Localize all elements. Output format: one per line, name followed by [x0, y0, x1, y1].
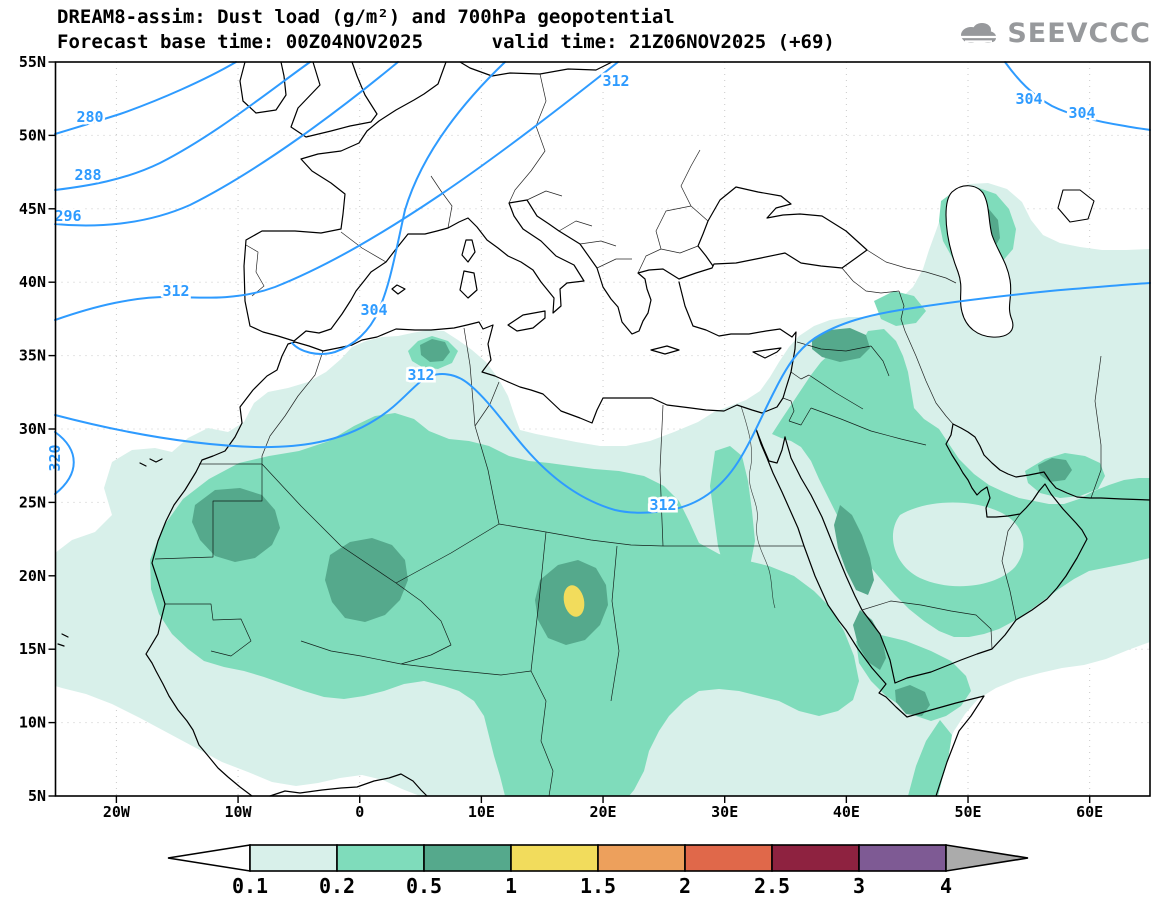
colorbar-label: 2	[679, 874, 691, 898]
colorbar-legend: 0.1 0.2 0.5 1 1.5 2 2.5 3 4	[167, 844, 1029, 898]
contour-312-europe	[54, 61, 619, 321]
contour-label: 312	[162, 282, 189, 300]
colorbar-segment	[858, 844, 947, 872]
dust-area-0.5-north-algeria	[420, 339, 450, 362]
contour-label: 304	[360, 301, 387, 319]
contour-label: 304	[1068, 104, 1095, 122]
colorbar-segment	[510, 844, 599, 872]
colorbar-label: 0.1	[232, 874, 268, 898]
borders-europe	[245, 73, 709, 297]
colorbar-label: 1	[505, 874, 517, 898]
lat-label: 35N	[19, 347, 46, 365]
coastline-red-sea-africa	[755, 428, 985, 797]
contour-312-africa	[54, 282, 1151, 514]
contour-320	[54, 431, 75, 495]
contour-label: 280	[76, 108, 103, 126]
lat-label: 40N	[19, 273, 46, 291]
colorbar-segment	[684, 844, 773, 872]
lat-label: 25N	[19, 493, 46, 511]
axis-ticks	[48, 61, 1091, 803]
contour-label: 312	[649, 496, 676, 514]
contour-label: 312	[602, 72, 629, 90]
colorbar-arrow-left	[167, 844, 251, 872]
coastline-sinai	[755, 428, 786, 464]
colorbar-label: 4	[940, 874, 952, 898]
contour-label: 312	[407, 366, 434, 384]
colorbar-label: 0.5	[406, 874, 442, 898]
lon-label: 10E	[468, 803, 495, 821]
dust-area-0.5-somalia	[895, 685, 930, 716]
aral-sea	[1057, 189, 1095, 223]
contour-304-east	[1004, 61, 1151, 131]
lon-label: 60E	[1076, 803, 1103, 821]
colorbar-label: 3	[853, 874, 865, 898]
contour-label: 304	[1015, 90, 1042, 108]
logo-text: SEEVCCC	[1007, 17, 1151, 49]
contour-label: 296	[54, 207, 81, 225]
dust-area-0.5-mali	[325, 538, 408, 622]
colorbar-segment	[597, 844, 686, 872]
lat-label: 55N	[19, 53, 46, 71]
lon-axis-labels: 20W 10W 0 10E 20E 30E 40E 50E 60E	[103, 803, 1103, 821]
seevccc-logo: SEEVCCC	[954, 16, 1151, 50]
coastline-gulf-of-guinea	[269, 773, 428, 797]
dust-area-0.5-saudi-coast	[834, 505, 874, 595]
caspian-sea	[945, 185, 1014, 338]
dust-fill-level-1	[563, 585, 585, 617]
lat-label: 10N	[19, 714, 46, 732]
coastline-baltic	[459, 61, 613, 77]
coastlines	[57, 61, 1151, 797]
page-title: DREAM8-assim: Dust load (g/m²) and 700hP…	[57, 6, 675, 28]
contour-288	[54, 61, 311, 191]
lon-label: 30E	[711, 803, 738, 821]
dust-area-1-bodele	[563, 585, 585, 617]
dust-area-0.2-sahara	[150, 413, 859, 796]
lat-label: 5N	[28, 787, 46, 805]
cloud-icon	[960, 23, 997, 43]
contour-296	[54, 61, 399, 227]
colorbar-segment	[771, 844, 860, 872]
colorbar-segment	[423, 844, 512, 872]
contour-label: 288	[74, 166, 101, 184]
contour-280	[54, 61, 237, 135]
dust-area-0.2-horn	[856, 635, 971, 796]
nile-river	[740, 405, 776, 609]
dust-area-0.5-syria	[812, 328, 870, 362]
dust-area-0.5-yemen-coast	[853, 610, 886, 670]
borders-africa	[154, 327, 804, 797]
islands	[57, 61, 782, 647]
coastline-africa-levant	[145, 281, 797, 797]
lat-label: 30N	[19, 420, 46, 438]
colorbar-label: 0.2	[319, 874, 355, 898]
borders-middle-east	[782, 249, 1102, 650]
page-subtitle: Forecast base time: 00Z04NOV2025 valid t…	[57, 31, 835, 53]
colorbar-label: 1.5	[580, 874, 616, 898]
coastline-europe	[243, 61, 868, 342]
country-borders	[154, 73, 1102, 797]
lon-label: 40E	[833, 803, 860, 821]
dust-area-0.2-egypt	[710, 446, 755, 576]
lon-label: 0	[355, 803, 364, 821]
lon-label: 10W	[225, 803, 253, 821]
geopotential-contours	[54, 61, 1151, 514]
dust-area-0.5-mauritania	[192, 488, 280, 562]
lon-label: 50E	[954, 803, 981, 821]
dust-area-0.2-east-turkey	[874, 291, 926, 326]
contour-304-west	[291, 61, 506, 355]
lat-label: 45N	[19, 200, 46, 218]
colorbar-segment	[249, 844, 338, 872]
colorbar-label: 2.5	[754, 874, 790, 898]
colorbar-segment	[336, 844, 425, 872]
lon-label: 20W	[103, 803, 131, 821]
lat-label: 50N	[19, 126, 46, 144]
coastline-arabia	[784, 423, 1151, 684]
lat-label: 20N	[19, 567, 46, 585]
lat-axis-labels: 55N 50N 45N 40N 35N 30N 25N 20N 15N 10N 5N	[19, 53, 46, 805]
colorbar-arrow-right	[945, 844, 1029, 872]
lon-label: 20E	[589, 803, 616, 821]
lat-label: 15N	[19, 640, 46, 658]
